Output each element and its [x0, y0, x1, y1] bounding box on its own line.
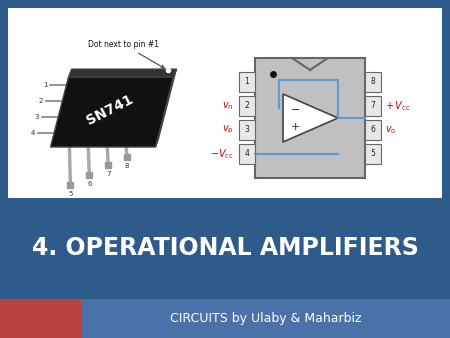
- Text: 3: 3: [244, 125, 249, 135]
- Text: $-V_{\rm cc}$: $-V_{\rm cc}$: [210, 147, 234, 161]
- Bar: [239, 120, 255, 140]
- Text: 2: 2: [39, 98, 43, 104]
- Bar: [239, 72, 255, 92]
- Bar: [239, 144, 255, 164]
- Text: $+\,V_{\rm cc}$: $+\,V_{\rm cc}$: [385, 99, 410, 113]
- Text: Dot next to pin #1: Dot next to pin #1: [88, 40, 164, 68]
- Bar: [365, 96, 381, 116]
- Text: 6: 6: [87, 181, 91, 187]
- Text: 7: 7: [106, 171, 110, 177]
- Bar: [81, 299, 450, 338]
- Text: 1: 1: [43, 82, 47, 88]
- Text: $v_{\rm o}$: $v_{\rm o}$: [385, 124, 396, 136]
- Bar: [365, 120, 381, 140]
- Text: 5: 5: [370, 149, 375, 159]
- Bar: [365, 72, 381, 92]
- Bar: [8, 8, 442, 198]
- Text: 4. OPERATIONAL AMPLIFIERS: 4. OPERATIONAL AMPLIFIERS: [32, 236, 419, 261]
- Text: CIRCUITS by Ulaby & Maharbiz: CIRCUITS by Ulaby & Maharbiz: [170, 312, 361, 325]
- Text: 1: 1: [245, 77, 249, 87]
- Text: $v_{\rm p}$: $v_{\rm p}$: [222, 124, 234, 136]
- Bar: [239, 96, 255, 116]
- Text: 3: 3: [35, 114, 39, 120]
- Text: 4: 4: [31, 130, 35, 136]
- Text: 4: 4: [244, 149, 249, 159]
- Text: 7: 7: [370, 101, 375, 111]
- Text: 6: 6: [370, 125, 375, 135]
- Text: SN741: SN741: [84, 92, 136, 128]
- Text: 5: 5: [68, 191, 72, 197]
- Polygon shape: [68, 69, 176, 77]
- Polygon shape: [283, 94, 338, 142]
- Text: $+$: $+$: [290, 121, 300, 132]
- Bar: [255, 58, 365, 178]
- Text: $v_{\rm n}$: $v_{\rm n}$: [222, 100, 234, 112]
- Text: 2: 2: [245, 101, 249, 111]
- Text: $-$: $-$: [290, 103, 300, 113]
- Text: 8: 8: [125, 163, 129, 169]
- Polygon shape: [50, 77, 174, 147]
- Polygon shape: [156, 69, 176, 147]
- Bar: [365, 144, 381, 164]
- Bar: [0, 299, 81, 338]
- Text: 8: 8: [371, 77, 375, 87]
